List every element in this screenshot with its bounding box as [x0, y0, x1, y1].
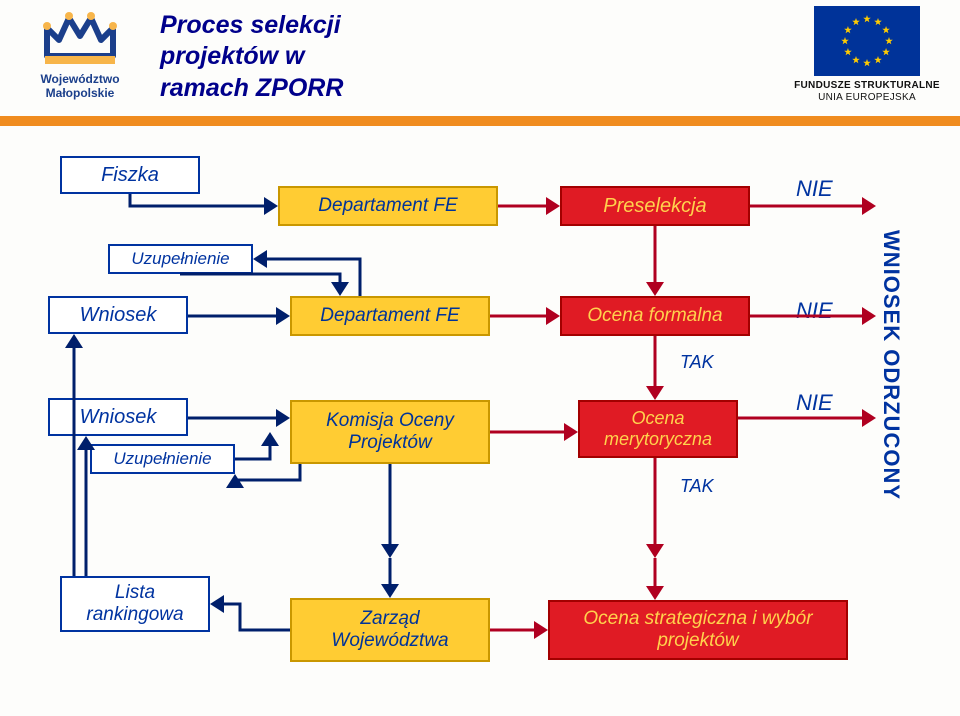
page-title: Proces selekcji projektów w ramach ZPORR [160, 10, 343, 104]
label-nie: NIE [796, 176, 833, 202]
logo-wojewodztwo: Województwo Małopolskie [20, 6, 140, 100]
box-dep_fe_2: Departament FE [290, 296, 490, 336]
box-zarzad: Zarząd Województwa [290, 598, 490, 662]
box-preselekcja: Preselekcja [560, 186, 750, 226]
label-tak: TAK [680, 476, 714, 497]
title-line: projektów w [160, 42, 304, 70]
title-line: ramach ZPORR [160, 74, 343, 102]
eu-caption: FUNDUSZE STRUKTURALNE [794, 80, 940, 91]
label-nie: NIE [796, 390, 833, 416]
box-fiszka: Fiszka [60, 156, 200, 194]
logo-caption: Województwo [40, 72, 119, 86]
label-tak: TAK [680, 352, 714, 373]
eu-flag-icon [814, 6, 920, 76]
box-dep_fe_1: Departament FE [278, 186, 498, 226]
label-nie: NIE [796, 298, 833, 324]
box-wniosek2: Wniosek [48, 398, 188, 436]
eu-caption: UNIA EUROPEJSKA [818, 92, 916, 103]
box-ocena_strat: Ocena strategiczna i wybór projektów [548, 600, 848, 660]
box-ocena_meryt: Ocena merytoryczna [578, 400, 738, 458]
divider-strip [0, 116, 960, 126]
eu-block: FUNDUSZE STRUKTURALNE UNIA EUROPEJSKA [792, 6, 942, 104]
box-uzup1: Uzupełnienie [108, 244, 253, 274]
box-lista: Lista rankingowa [60, 576, 210, 632]
crown-icon [41, 6, 119, 72]
box-wniosek1: Wniosek [48, 296, 188, 334]
rejected-label: WNIOSEK ODRZUCONY [878, 230, 904, 510]
box-ocena_formalna: Ocena formalna [560, 296, 750, 336]
title-line: Proces selekcji [160, 11, 341, 39]
box-komisja: Komisja Oceny Projektów [290, 400, 490, 464]
logo-caption: Małopolskie [46, 86, 115, 100]
box-uzup2: Uzupełnienie [90, 444, 235, 474]
